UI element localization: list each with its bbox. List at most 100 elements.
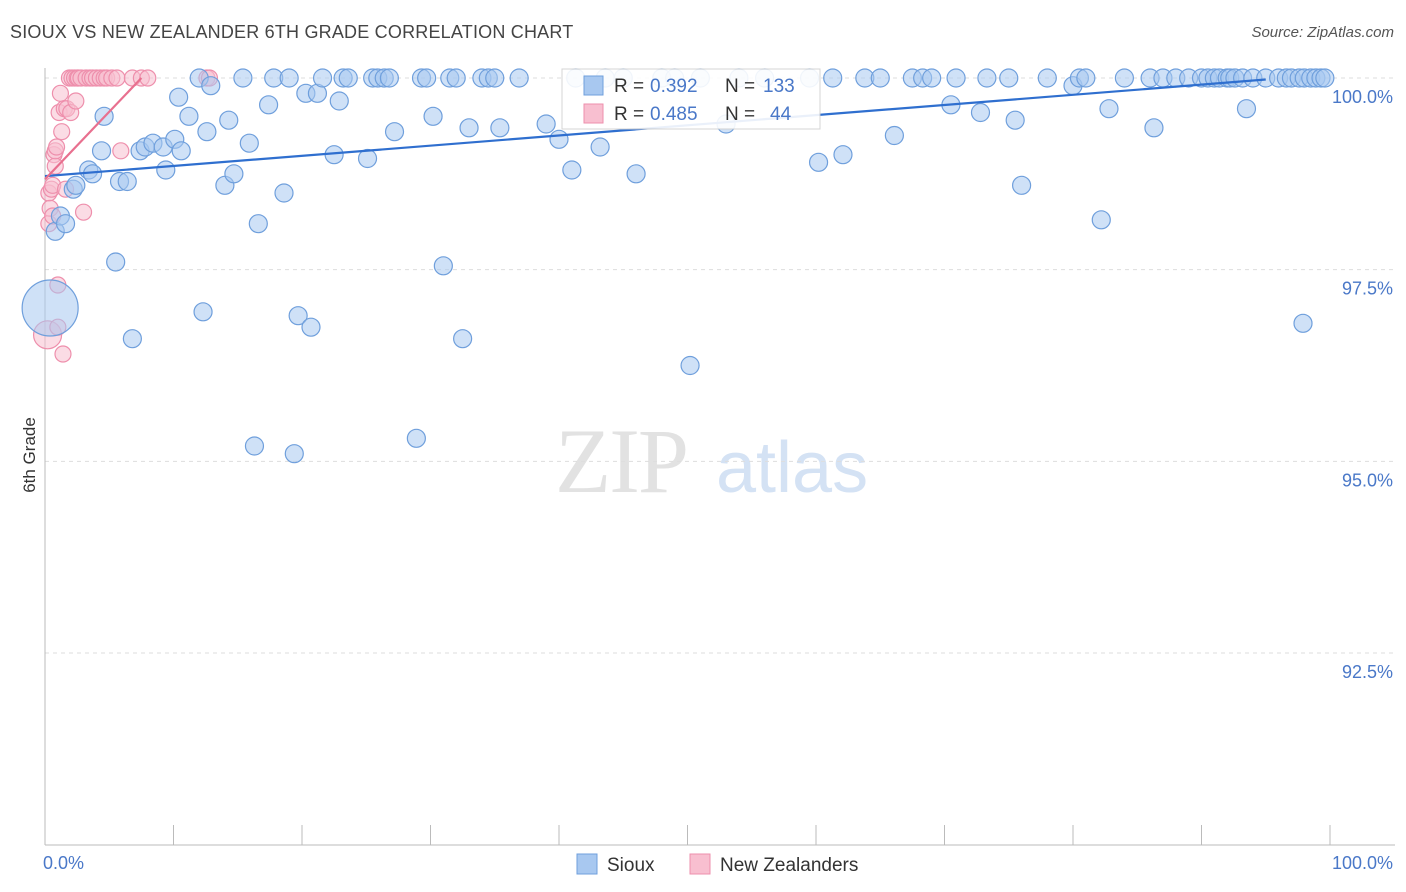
- new-zealanders-point-14: [51, 84, 70, 102]
- sioux-point-48: [357, 148, 378, 169]
- sioux-point-94: [946, 68, 966, 88]
- new-zealanders-point-15: [53, 123, 71, 141]
- sioux-point-97: [999, 68, 1019, 88]
- sioux-point-53: [384, 122, 405, 142]
- sioux-point-24: [193, 302, 213, 322]
- sioux-point-52: [379, 68, 399, 88]
- sioux-point-69: [549, 129, 569, 149]
- chart-title: SIOUX VS NEW ZEALANDER 6TH GRADE CORRELA…: [10, 22, 574, 42]
- sioux-point-20: [169, 87, 189, 107]
- sioux-point-26: [201, 76, 221, 96]
- new-zealanders-point-28: [74, 203, 93, 221]
- sioux-point-106: [1114, 68, 1135, 88]
- sioux-point-18: [156, 160, 176, 180]
- legend-n-value-sioux: 133: [763, 76, 795, 97]
- sioux-point-0: [21, 279, 79, 337]
- x-tick-label-0: 0.0%: [43, 853, 84, 873]
- sioux-point-41: [301, 317, 321, 337]
- legend-n-label-new-zealanders: N =: [725, 104, 755, 125]
- new-zealanders-trend-line: [44, 77, 143, 180]
- sioux-point-39: [288, 306, 308, 326]
- sioux-point-33: [248, 214, 268, 234]
- sioux-point-61: [453, 329, 473, 349]
- sioux-point-66: [490, 118, 510, 138]
- sioux-point-29: [224, 164, 244, 184]
- sioux-point-65: [485, 68, 505, 88]
- sioux-point-56: [417, 68, 437, 88]
- series-sioux-points: [21, 68, 1335, 464]
- legend-swatch-new-zealanders: [583, 103, 604, 124]
- new-zealanders-point-8: [46, 157, 64, 175]
- sioux-point-132: [1293, 313, 1313, 333]
- sioux-point-32: [244, 436, 265, 456]
- sioux-point-58: [433, 256, 453, 276]
- sioux-point-54: [406, 428, 426, 448]
- sioux-point-5: [66, 175, 86, 195]
- legend-r-value-new-zealanders: 0.485: [650, 104, 698, 125]
- sioux-point-75: [626, 164, 646, 184]
- sioux-point-36: [274, 183, 294, 203]
- sioux-point-100: [1037, 68, 1057, 88]
- sioux-point-72: [590, 137, 610, 157]
- sioux-point-12: [117, 171, 137, 192]
- sioux-point-57: [423, 106, 443, 126]
- y-tick-label-2: 95.0%: [1342, 470, 1393, 490]
- sioux-point-10: [106, 252, 126, 272]
- sioux-point-43: [312, 68, 333, 88]
- y-axis-title: 6th Grade: [20, 417, 39, 493]
- y-tick-label-1: 97.5%: [1342, 279, 1393, 299]
- legend-r-value-sioux: 0.392: [650, 76, 698, 97]
- new-zealanders-point-37: [108, 69, 126, 87]
- sioux-point-98: [1005, 110, 1025, 130]
- x-tick-label-1: 100.0%: [1332, 853, 1393, 873]
- sioux-point-8: [91, 141, 112, 161]
- sioux-point-28: [219, 110, 239, 130]
- sioux-point-67: [509, 68, 529, 88]
- bottom-legend-label-sioux: Sioux: [607, 855, 655, 876]
- new-zealanders-point-24: [67, 92, 85, 110]
- sioux-point-30: [233, 68, 253, 88]
- sioux-point-104: [1091, 210, 1111, 230]
- legend-n-value-new-zealanders: 44: [770, 104, 792, 125]
- new-zealanders-point-41: [139, 69, 157, 87]
- legend-n-label-sioux: N =: [725, 76, 755, 97]
- sioux-point-13: [122, 329, 142, 349]
- sioux-point-31: [239, 133, 259, 153]
- sioux-point-21: [171, 141, 191, 161]
- sioux-point-96: [977, 68, 997, 88]
- sioux-point-89: [884, 125, 904, 146]
- sioux-point-105: [1099, 99, 1119, 119]
- sioux-point-78: [680, 355, 700, 376]
- new-zealanders-point-10: [47, 138, 66, 156]
- sioux-point-92: [922, 68, 942, 88]
- sioux-point-70: [562, 160, 582, 180]
- new-zealanders-point-38: [112, 142, 130, 160]
- sioux-point-25: [197, 122, 217, 142]
- sioux-point-45: [329, 91, 349, 111]
- sioux-point-108: [1144, 118, 1164, 138]
- sioux-point-85: [823, 68, 843, 88]
- sioux-point-103: [1076, 68, 1096, 88]
- bottom-legend-swatch-sioux: [576, 853, 598, 875]
- correlation-legend: R = 0.392 N = 133 R = 0.485 N = 44: [561, 68, 821, 130]
- sioux-point-95: [970, 102, 991, 123]
- y-tick-label-3: 92.5%: [1342, 662, 1393, 682]
- sioux-point-60: [446, 68, 466, 88]
- sioux-point-88: [870, 68, 890, 88]
- sioux-point-120: [1236, 99, 1257, 119]
- sioux-point-3: [55, 214, 76, 234]
- sioux-point-86: [833, 145, 853, 165]
- sioux-point-84: [808, 152, 829, 172]
- legend-r-label-sioux: R =: [614, 76, 644, 97]
- tick-labels: 100.0% 97.5% 95.0% 92.5% 0.0% 100.0%: [43, 87, 1393, 873]
- watermark-atlas: atlas: [716, 428, 868, 508]
- gridlines: [45, 77, 1395, 654]
- sioux-point-47: [338, 68, 358, 88]
- sioux-point-62: [459, 118, 479, 138]
- sioux-point-99: [1011, 175, 1032, 195]
- source-credit: Source: ZipAtlas.com: [1251, 24, 1394, 41]
- series-legend: Sioux New Zealanders: [576, 853, 858, 876]
- sioux-point-37: [279, 68, 299, 88]
- sioux-point-34: [258, 95, 279, 115]
